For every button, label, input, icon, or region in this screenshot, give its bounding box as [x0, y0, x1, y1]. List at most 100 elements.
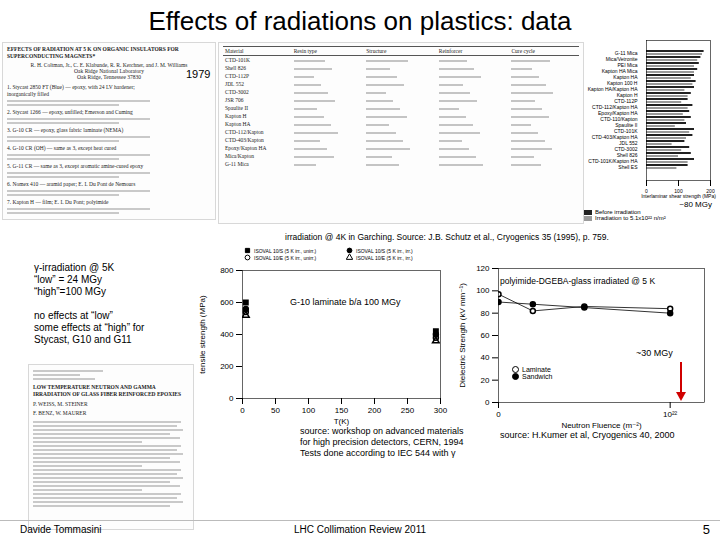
html-text:Material: Material — [225, 48, 244, 54]
svg-text:Kapton HA Mica: Kapton HA Mica — [601, 67, 638, 74]
svg-text:0: 0 — [229, 394, 234, 403]
svg-text:150: 150 — [335, 406, 349, 415]
svg-text:CTD-403/Kapton HA: CTD-403/Kapton HA — [591, 133, 638, 140]
html-text:Davide Tommasini: Davide Tommasini — [20, 524, 102, 535]
svg-text:Mica/Vetronite: Mica/Vetronite — [605, 55, 638, 62]
html-text:~80 MGy: ~80 MGy — [679, 200, 712, 209]
svg-text:Shell 826: Shell 826 — [616, 151, 638, 158]
html-text:some effects at “high” for: some effects at “high” for — [34, 322, 145, 333]
html-text:LOW TEMPERATURE NEUTRON AND GA: LOW TEMPERATURE NEUTRON AND GAMMA IRRADI… — [33, 384, 182, 397]
svg-text:50: 50 — [271, 406, 280, 415]
svg-text:Kapton H: Kapton H — [616, 91, 638, 98]
svg-text:0: 0 — [485, 398, 490, 407]
svg-text:600: 600 — [220, 298, 234, 307]
html-text:Resin type: Resin type — [293, 48, 317, 54]
html-text:irradiation @ 4K in Garching.: irradiation @ 4K in Garching. Source: J.… — [285, 232, 609, 242]
svg-text:200: 200 — [220, 362, 234, 371]
html-text:EFFECTS OF RADIATION AT 5 K ON: EFFECTS OF RADIATION AT 5 K ON ORGANIC I… — [7, 46, 179, 59]
html-text:CTD-101K: CTD-101K — [225, 57, 251, 63]
html-text:Stycast, G10 and G11: Stycast, G10 and G11 — [34, 334, 132, 345]
html-text:Shell 826: Shell 826 — [225, 65, 246, 71]
svg-text:300: 300 — [434, 406, 448, 415]
svg-text:CTD-3002: CTD-3002 — [614, 145, 638, 152]
svg-text:40: 40 — [481, 353, 490, 362]
svg-text:200: 200 — [706, 188, 715, 195]
html-text:7. Kapton H — film; E. I. Du P: 7. Kapton H — film; E. I. Du Pont; polyi… — [7, 199, 109, 205]
svg-text:100: 100 — [674, 188, 683, 195]
svg-text:200: 200 — [368, 406, 382, 415]
html-text:JDL 552: JDL 552 — [225, 81, 244, 87]
svg-text:CTD-101K/Kapton HA: CTD-101K/Kapton HA — [588, 157, 638, 164]
html-text:source: H.Kumer et al, Cryogen: source: H.Kumer et al, Cryogenics 40, 20… — [500, 430, 675, 440]
html-text:Effects of radiations on plast: Effects of radiations on plastics: data — [148, 6, 572, 36]
html-text:source: workshop on advanced m: source: workshop on advanced materials — [300, 426, 464, 436]
html-text:2. Stycast 1266 — epoxy, unfil: 2. Stycast 1266 — epoxy, unfilled; Emers… — [7, 109, 133, 115]
svg-text:T(K): T(K) — [334, 417, 350, 426]
svg-text:20: 20 — [481, 376, 490, 385]
html-text:Kapton HA: Kapton HA — [225, 121, 251, 127]
html-text:JSR 706: JSR 706 — [225, 97, 244, 103]
html-text:~30 MGy: ~30 MGy — [636, 348, 673, 358]
svg-text:0: 0 — [240, 406, 245, 415]
svg-text:100: 100 — [476, 286, 490, 295]
html-text:1. Stycast 2850 FT (Blue) — ep: 1. Stycast 2850 FT (Blue) — epoxy, with … — [7, 84, 135, 97]
svg-text:Shell ES: Shell ES — [618, 164, 638, 170]
svg-text:Interlaminar shear strength (M: Interlaminar shear strength (MPa) — [641, 193, 716, 199]
html-text:Structure: Structure — [366, 48, 387, 54]
html-text:ISOVAL 10/S (5 K irr., irr.): ISOVAL 10/S (5 K irr., irr.) — [356, 247, 413, 254]
svg-text:Kapton 100 H: Kapton 100 H — [606, 79, 638, 86]
html-text:3. G-10 CR — epoxy, glass fabr: 3. G-10 CR — epoxy, glass fabric laminat… — [7, 127, 124, 133]
svg-text:120: 120 — [476, 264, 490, 273]
html-text:G-10 laminate b/a 100 MGy: G-10 laminate b/a 100 MGy — [290, 297, 401, 307]
html-text:Spaulite II: Spaulite II — [225, 105, 249, 111]
svg-text:CTD-101K: CTD-101K — [613, 127, 638, 134]
html-text:for high precision detectors,: for high precision detectors, CERN, 1994 — [300, 437, 464, 447]
html-text:5. G-11 CR — same as 3, except: 5. G-11 CR — same as 3, except aromatic … — [7, 163, 144, 169]
svg-text:250: 250 — [401, 406, 415, 415]
html-text:Cure cycle: Cure cycle — [511, 48, 536, 54]
html-text:Oak Ridge National Laboratory: Oak Ridge National Laboratory — [74, 68, 144, 74]
html-text:Laminate: Laminate — [522, 366, 551, 373]
svg-text:G-11 Mica: G-11 Mica — [614, 49, 638, 56]
svg-text:60: 60 — [481, 331, 490, 340]
svg-text:PEI Mica: PEI Mica — [617, 61, 638, 68]
svg-text:tensile strength (MPa): tensile strength (MPa) — [198, 295, 207, 374]
html-text:ISOVAL 10/E (5 K irr., unirr.): ISOVAL 10/E (5 K irr., unirr.) — [254, 254, 317, 261]
svg-text:10²²: 10²² — [663, 410, 678, 419]
html-text:“high”=100 MGy: “high”=100 MGy — [34, 286, 106, 297]
html-text:ISOVAL 10/E (5 K irr., irr.): ISOVAL 10/E (5 K irr., irr.) — [356, 254, 413, 261]
html-text:Kapton H: Kapton H — [225, 113, 247, 119]
svg-text:400: 400 — [220, 330, 234, 339]
html-text:“low” = 24 MGy: “low” = 24 MGy — [34, 274, 103, 285]
svg-text:Neutron Fluence (m⁻²): Neutron Fluence (m⁻²) — [561, 421, 642, 430]
html-text:CTD-3002: CTD-3002 — [225, 89, 249, 95]
html-text:γ-irradiation @ 5K: γ-irradiation @ 5K — [34, 262, 115, 273]
html-text:ISOVAL 10/S (5 K irr., unirr.): ISOVAL 10/S (5 K irr., unirr.) — [254, 247, 317, 254]
html-text:R. H. Coltman, Jr., C. E. Klab: R. H. Coltman, Jr., C. E. Klabunde, R. R… — [30, 62, 188, 68]
html-text:CTD-112P: CTD-112P — [225, 73, 249, 79]
svg-text:CTD-110/Kapton: CTD-110/Kapton — [600, 115, 638, 122]
svg-text:80: 80 — [481, 309, 490, 318]
svg-text:CTD-112P: CTD-112P — [614, 97, 638, 104]
html-text:Sandwich: Sandwich — [522, 373, 553, 380]
svg-text:Epoxy/Kapton HA: Epoxy/Kapton HA — [598, 109, 638, 116]
html-text:4. G-10 CR (OH) — same as 3, e: 4. G-10 CR (OH) — same as 3, except heat… — [7, 145, 117, 151]
html-text:polyimide-DGEBA-glass irradiat: polyimide-DGEBA-glass irradiated @ 5 K — [500, 276, 656, 286]
svg-text:100: 100 — [302, 406, 316, 415]
svg-text:0: 0 — [496, 410, 501, 419]
html-text:no effects at “low”: no effects at “low” — [34, 310, 113, 321]
html-text:Reinforcer: Reinforcer — [438, 48, 463, 54]
svg-text:800: 800 — [220, 266, 234, 275]
svg-text:JDL 552: JDL 552 — [619, 139, 638, 146]
svg-text:Spaulite II: Spaulite II — [615, 121, 638, 128]
html-text:1979: 1979 — [186, 68, 211, 80]
html-text:LHC Collimation Review 2011: LHC Collimation Review 2011 — [293, 524, 426, 535]
svg-text:Kapton HA/Kapton HA: Kapton HA/Kapton HA — [587, 85, 638, 92]
svg-text:Dielectric Strength (kV mm⁻¹): Dielectric Strength (kV mm⁻¹) — [458, 283, 467, 388]
svg-text:CTD-112/Kapton HA: CTD-112/Kapton HA — [592, 103, 638, 110]
svg-text:Kapton HA: Kapton HA — [613, 73, 638, 80]
html-text:Tests done according to IEC 54: Tests done according to IEC 544 with γ — [300, 448, 456, 458]
html-text:Oak Ridge, Tennessee 37830: Oak Ridge, Tennessee 37830 — [77, 74, 141, 80]
html-text:6. Nomex 410 — aramid paper; E: 6. Nomex 410 — aramid paper; E. I. Du Po… — [7, 181, 136, 187]
html-text:5: 5 — [702, 522, 710, 537]
